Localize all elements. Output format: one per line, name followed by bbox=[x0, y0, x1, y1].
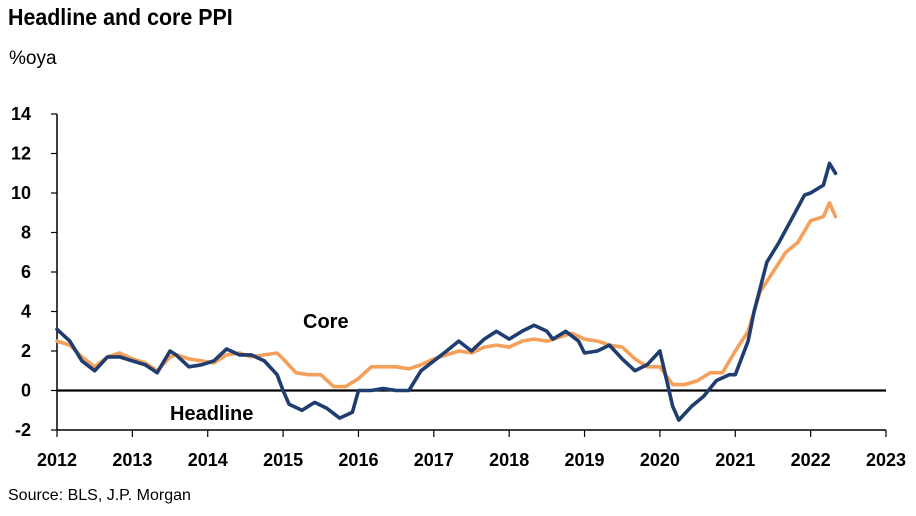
series-line-core bbox=[55, 201, 838, 389]
x-tick-label: 2017 bbox=[414, 450, 454, 470]
series-line-headline bbox=[55, 161, 838, 422]
chart-title: Headline and core PPI bbox=[8, 4, 233, 30]
y-tick-label: 2 bbox=[21, 341, 31, 361]
y-tick-label: -2 bbox=[15, 420, 31, 440]
y-tick-label: 12 bbox=[11, 144, 31, 164]
y-axis-unit-label: %oya bbox=[9, 48, 57, 69]
y-tick-label: 8 bbox=[21, 223, 31, 243]
x-tick-label: 2016 bbox=[338, 450, 378, 470]
y-tick-label: 0 bbox=[21, 381, 31, 401]
annotation-headline: Headline bbox=[170, 403, 253, 425]
x-tick-label: 2021 bbox=[715, 450, 755, 470]
x-tick-label: 2022 bbox=[791, 450, 831, 470]
y-tick-label: 4 bbox=[21, 302, 31, 322]
x-tick-label: 2013 bbox=[112, 450, 152, 470]
x-tick-label: 2019 bbox=[565, 450, 605, 470]
x-tick-label: 2018 bbox=[489, 450, 529, 470]
x-tick-label: 2015 bbox=[263, 450, 303, 470]
x-tick-label: 2023 bbox=[866, 450, 906, 470]
y-tick-label: 6 bbox=[21, 262, 31, 282]
x-tick-label: 2014 bbox=[188, 450, 228, 470]
x-tick-label: 2012 bbox=[37, 450, 77, 470]
y-tick-label: 10 bbox=[11, 183, 31, 203]
x-tick-label: 2020 bbox=[640, 450, 680, 470]
source-note: Source: BLS, J.P. Morgan bbox=[8, 487, 191, 504]
annotation-core: Core bbox=[303, 311, 349, 333]
y-tick-label: 14 bbox=[11, 104, 31, 124]
